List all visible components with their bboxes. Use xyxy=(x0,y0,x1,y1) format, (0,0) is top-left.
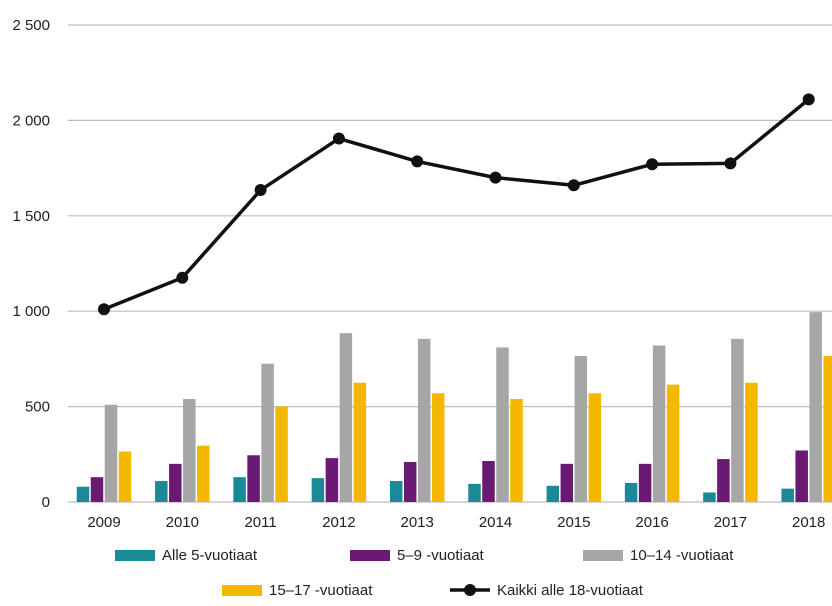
bar xyxy=(667,385,680,502)
bar xyxy=(653,346,666,502)
x-tick-label: 2013 xyxy=(401,514,434,531)
bar xyxy=(795,450,808,502)
bar xyxy=(781,489,794,502)
legend-label: 5–9 -vuotiaat xyxy=(397,547,485,564)
legend-label: 15–17 -vuotiaat xyxy=(269,582,373,599)
legend-item: 10–14 -vuotiaat xyxy=(583,547,734,564)
bar xyxy=(275,407,288,502)
bar xyxy=(731,339,744,502)
bar xyxy=(717,459,730,502)
legend-swatch xyxy=(583,550,623,561)
bar xyxy=(91,477,104,502)
y-tick-label: 0 xyxy=(42,494,50,511)
bar xyxy=(169,464,182,502)
legend-label: Alle 5-vuotiaat xyxy=(162,547,258,564)
x-axis-ticks: 2009 2010 2011 2012 2013 2014 2015 2016 2017 2018 xyxy=(87,514,825,531)
y-tick-label: 2 500 xyxy=(12,17,50,34)
bar xyxy=(809,312,822,502)
bar xyxy=(105,405,118,502)
bar xyxy=(261,364,274,502)
bar xyxy=(233,477,246,502)
bar xyxy=(703,492,716,502)
line-point xyxy=(411,155,423,167)
bar xyxy=(312,478,325,502)
x-tick-label: 2012 xyxy=(322,514,355,531)
line-point xyxy=(333,133,345,145)
x-tick-label: 2015 xyxy=(557,514,590,531)
y-tick-label: 2 000 xyxy=(12,112,50,129)
bar xyxy=(340,333,353,502)
legend-item: Kaikki alle 18-vuotiaat xyxy=(450,582,644,599)
legend-item: 15–17 -vuotiaat xyxy=(222,582,373,599)
bar xyxy=(496,347,509,502)
line-point xyxy=(724,157,736,169)
bar xyxy=(745,383,758,502)
bar xyxy=(561,464,574,502)
bar xyxy=(823,356,832,502)
bar xyxy=(547,486,560,502)
line-point xyxy=(490,172,502,184)
bar xyxy=(77,487,90,502)
legend-swatch xyxy=(350,550,390,561)
bar xyxy=(482,461,495,502)
total-line xyxy=(98,93,815,315)
x-tick-label: 2017 xyxy=(714,514,747,531)
x-tick-label: 2010 xyxy=(166,514,199,531)
bar xyxy=(418,339,431,502)
legend-item: 5–9 -vuotiaat xyxy=(350,547,485,564)
bar xyxy=(197,446,210,502)
bar xyxy=(639,464,652,502)
x-tick-label: 2016 xyxy=(635,514,668,531)
legend-label: 10–14 -vuotiaat xyxy=(630,547,734,564)
bar xyxy=(247,455,260,502)
x-tick-label: 2014 xyxy=(479,514,512,531)
legend-swatch xyxy=(222,585,262,596)
x-tick-label: 2009 xyxy=(87,514,120,531)
bar xyxy=(468,484,481,502)
x-tick-label: 2011 xyxy=(244,514,276,531)
bar xyxy=(575,356,588,502)
line-point xyxy=(646,158,658,170)
bar xyxy=(183,399,196,502)
bar xyxy=(390,481,403,502)
line-point xyxy=(803,93,815,105)
line-point xyxy=(98,303,110,315)
bar xyxy=(589,393,602,502)
line-point xyxy=(176,272,188,284)
line-point xyxy=(568,179,580,191)
bar xyxy=(119,451,132,502)
line-point xyxy=(255,184,267,196)
y-axis-ticks: 0 500 1 000 1 500 2 000 2 500 xyxy=(12,17,50,511)
bar xyxy=(155,481,168,502)
y-tick-label: 500 xyxy=(25,399,50,416)
bar xyxy=(404,462,417,502)
gridlines xyxy=(68,25,832,502)
legend: Alle 5-vuotiaat 5–9 -vuotiaat 10–14 -vuoti… xyxy=(115,547,734,599)
bar xyxy=(510,399,523,502)
x-tick-label: 2018 xyxy=(792,514,825,531)
bar xyxy=(625,483,638,502)
bar xyxy=(326,458,339,502)
legend-item: Alle 5-vuotiaat xyxy=(115,547,258,564)
line-series xyxy=(104,99,809,309)
legend-marker xyxy=(464,584,476,596)
legend-swatch xyxy=(115,550,155,561)
y-tick-label: 1 000 xyxy=(12,303,50,320)
bar xyxy=(354,383,367,502)
bar xyxy=(432,393,445,502)
y-tick-label: 1 500 xyxy=(12,208,50,225)
legend-label: Kaikki alle 18-vuotiaat xyxy=(497,582,644,599)
